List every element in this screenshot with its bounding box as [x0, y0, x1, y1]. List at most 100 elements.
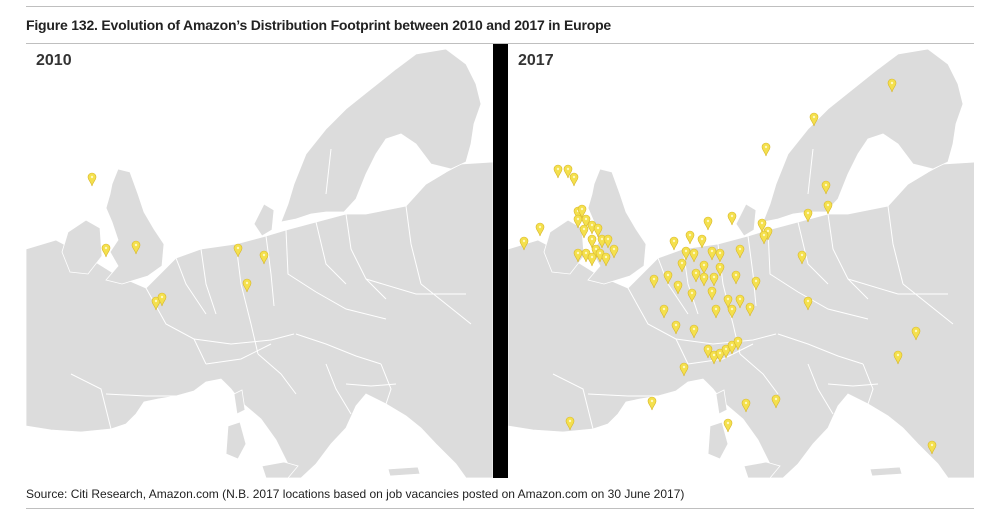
land-crete: [387, 466, 421, 477]
map-pin-icon: [733, 336, 743, 351]
country-border: [193, 333, 295, 345]
bottom-rule: [26, 508, 974, 509]
country-border: [265, 235, 275, 307]
land-sardinia: [225, 421, 247, 460]
map-pin-icon: [723, 294, 733, 309]
country-border: [627, 287, 689, 365]
map-pin-icon: [601, 252, 611, 267]
country-border: [257, 353, 297, 395]
map-pin-icon: [691, 268, 701, 283]
map-pin-icon: [687, 288, 697, 303]
map-pin-icon: [723, 418, 733, 433]
map-comparison-frame: 2010 2017: [26, 44, 974, 478]
map-pin-icon: [259, 250, 269, 265]
map-pin-icon: [715, 248, 725, 263]
country-border: [887, 205, 904, 285]
country-border: [907, 171, 929, 185]
map-pin-icon: [233, 243, 243, 258]
country-border: [587, 393, 658, 397]
map-pin-icon: [707, 286, 717, 301]
country-border: [827, 383, 879, 387]
country-border: [797, 221, 829, 285]
map-pin-icon: [887, 78, 897, 93]
country-border: [285, 229, 317, 293]
source-note: Source: Citi Research, Amazon.com (N.B. …: [26, 487, 685, 501]
map-pin-icon: [609, 244, 619, 259]
figure-title: Figure 132. Evolution of Amazon’s Distri…: [26, 17, 612, 33]
country-border: [857, 138, 869, 185]
country-border: [205, 343, 272, 365]
country-border: [827, 213, 869, 300]
map-pin-icon: [587, 234, 597, 249]
map-pin-icon: [757, 218, 767, 233]
map-pin-icon: [741, 398, 751, 413]
country-border: [657, 257, 689, 315]
landmass-group: [26, 48, 493, 478]
map-pin-icon: [579, 224, 589, 239]
country-borders: [552, 138, 954, 430]
fulfilment-location-markers: [519, 78, 937, 455]
map-pin-icon: [697, 234, 707, 249]
map-pin-icon: [593, 223, 603, 238]
map-pin-icon: [671, 320, 681, 335]
country-border: [767, 229, 799, 293]
map-pin-icon: [821, 180, 831, 195]
map-pin-icon: [535, 222, 545, 237]
country-border: [375, 138, 387, 185]
map-pin-icon: [689, 324, 699, 339]
europe-map-2017: [508, 44, 974, 478]
country-border: [345, 213, 387, 300]
landmass-group: [508, 48, 974, 478]
map-pin-icon: [727, 340, 737, 355]
map-pin-icon: [927, 440, 937, 455]
map-pin-icon: [669, 236, 679, 251]
map-panel-2017: 2017: [508, 44, 974, 478]
map-pin-icon: [711, 304, 721, 319]
country-border: [345, 383, 397, 387]
land-ireland: [543, 219, 585, 275]
map-panel-2010: 2010: [26, 44, 493, 478]
country-border: [325, 148, 332, 195]
map-pin-icon: [87, 172, 97, 187]
map-pin-icon: [577, 204, 587, 219]
map-pin-icon: [565, 416, 575, 431]
map-pin-icon: [563, 164, 573, 179]
country-border: [70, 373, 112, 430]
map-pin-icon: [673, 280, 683, 295]
land-denmark: [253, 203, 275, 237]
land-corsica: [233, 389, 246, 415]
map-pin-icon: [731, 270, 741, 285]
map-pin-icon: [689, 248, 699, 263]
country-border: [365, 278, 466, 295]
map-pin-icon: [553, 164, 563, 179]
map-pin-icon: [663, 270, 673, 285]
land-denmark: [735, 203, 757, 237]
map-pin-icon: [803, 296, 813, 311]
country-border: [315, 291, 387, 320]
map-pin-icon: [715, 348, 725, 363]
country-border: [420, 283, 472, 325]
map-pin-icon: [745, 302, 755, 317]
map-pin-icon: [519, 236, 529, 251]
map-pin-icon: [573, 214, 583, 229]
map-pin-icon: [797, 250, 807, 265]
title-rule: [26, 43, 974, 44]
country-border: [200, 248, 217, 315]
map-pin-icon: [131, 240, 141, 255]
map-pin-icon: [759, 230, 769, 245]
country-border: [105, 393, 176, 397]
land-sardinia: [707, 421, 729, 460]
country-border: [295, 333, 382, 365]
country-border: [405, 205, 422, 285]
map-pin-icon: [823, 200, 833, 215]
map-pin-icon: [735, 244, 745, 259]
map-pin-icon: [649, 274, 659, 289]
map-pin-icon: [709, 272, 719, 287]
map-pin-icon: [699, 272, 709, 287]
map-pin-icon: [685, 230, 695, 245]
top-rule: [26, 6, 974, 7]
map-pin-icon: [911, 326, 921, 341]
land-scandinavia: [280, 48, 482, 223]
country-border: [902, 283, 954, 325]
map-pin-icon: [893, 350, 903, 365]
